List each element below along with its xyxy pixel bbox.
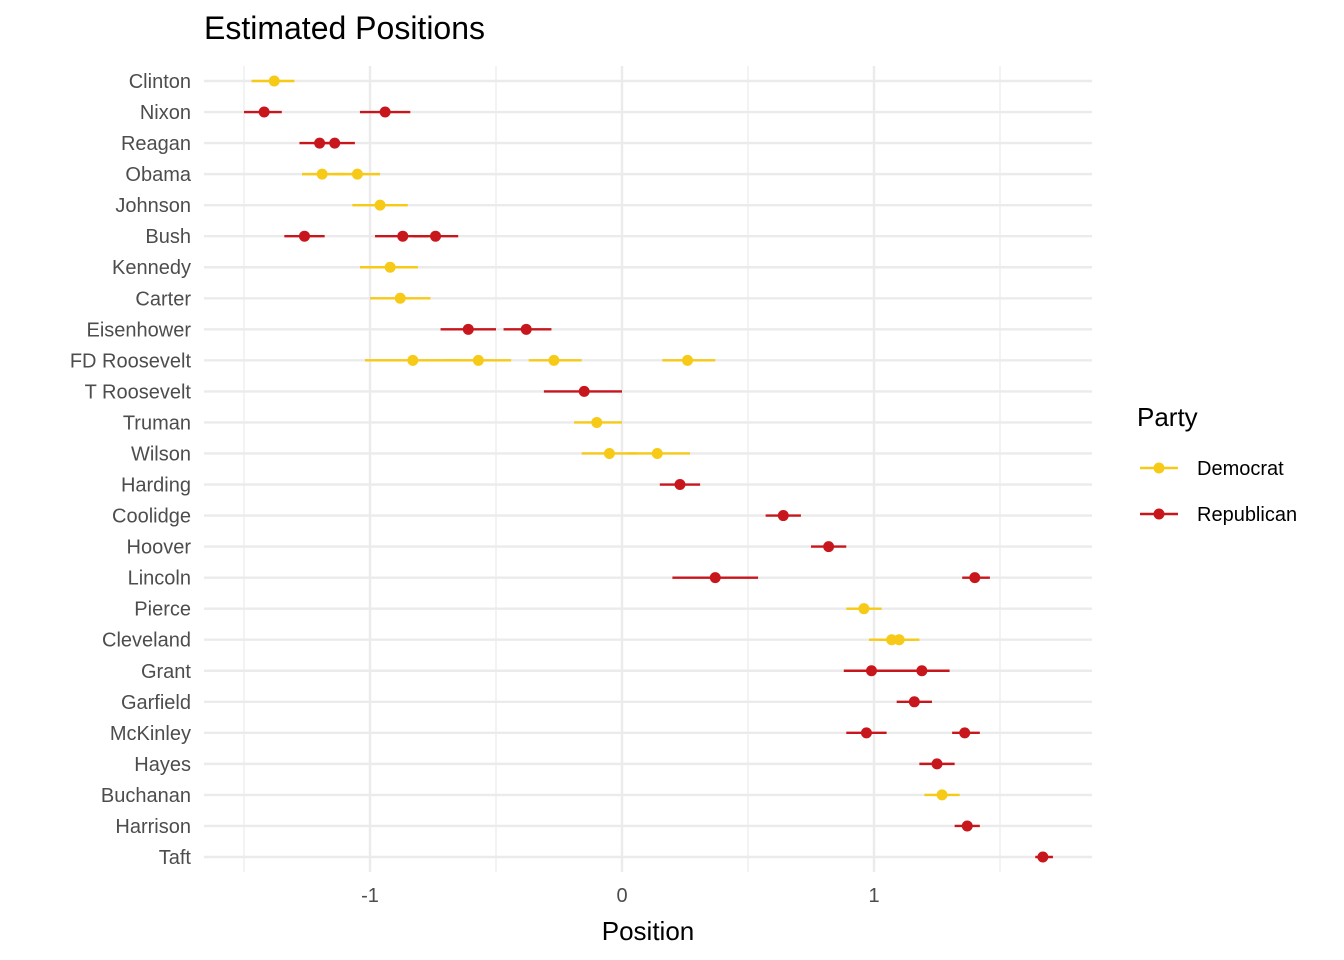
x-tick-label: 0 — [616, 885, 627, 907]
data-point — [329, 137, 341, 149]
category-label: Johnson — [115, 195, 191, 217]
category-labels: Clinton Nixon Reagan Obama Johnson Bush Kenned… — [70, 71, 192, 869]
category-label: Taft — [159, 847, 192, 869]
category-label: Harding — [121, 475, 191, 497]
data-point — [384, 261, 396, 273]
data-point — [462, 323, 474, 335]
data-point — [472, 354, 484, 366]
x-tick-label: 1 — [868, 885, 879, 907]
data-point — [651, 447, 663, 459]
category-label: Reagan — [121, 133, 191, 155]
category-label: Pierce — [134, 599, 191, 621]
category-label: Nixon — [140, 102, 191, 124]
x-axis-title: Position — [602, 916, 695, 946]
data-point — [858, 603, 870, 615]
data-point — [682, 354, 694, 366]
data-point — [916, 665, 928, 677]
data-point — [823, 541, 835, 553]
data-point — [258, 106, 270, 118]
data-point — [969, 572, 981, 584]
data-point — [865, 665, 877, 677]
category-label: Hayes — [134, 754, 191, 776]
data-point — [936, 789, 948, 801]
legend-key-point — [1153, 462, 1165, 474]
data-point — [268, 75, 280, 87]
major-gridlines — [204, 66, 1092, 872]
category-label: Hoover — [127, 537, 192, 559]
minor-gridlines — [243, 66, 1001, 872]
category-label: Eisenhower — [86, 319, 191, 341]
category-label: Carter — [135, 288, 191, 310]
category-label: Buchanan — [101, 785, 191, 807]
x-tick-label: -1 — [361, 885, 379, 907]
category-label: Harrison — [115, 816, 191, 838]
data-point — [959, 727, 971, 739]
category-label: Truman — [123, 412, 191, 434]
data-point — [298, 230, 310, 242]
category-label: Clinton — [129, 71, 191, 93]
data-point — [591, 416, 603, 428]
legend-items: Democrat Republican — [1140, 458, 1297, 526]
data-point — [961, 820, 973, 832]
category-label: FD Roosevelt — [70, 350, 192, 372]
legend-title: Party — [1137, 402, 1198, 432]
category-label: Cleveland — [102, 630, 191, 652]
data-point — [379, 106, 391, 118]
category-label: Lincoln — [128, 568, 191, 590]
data-point — [603, 447, 615, 459]
data-point — [374, 199, 386, 211]
data-point — [316, 168, 328, 180]
data-marks — [244, 75, 1053, 863]
data-point — [397, 230, 409, 242]
data-point — [430, 230, 442, 242]
category-label: T Roosevelt — [85, 381, 192, 403]
legend-label: Democrat — [1197, 458, 1284, 480]
chart-title: Estimated Positions — [204, 10, 485, 46]
data-point — [777, 510, 789, 522]
x-tick-labels: -1 0 1 — [361, 885, 879, 907]
category-label: Grant — [141, 661, 191, 683]
data-point — [407, 354, 419, 366]
category-label: McKinley — [110, 723, 191, 745]
legend: Party Democrat Republican — [1137, 402, 1297, 526]
category-label: Garfield — [121, 692, 191, 714]
category-label: Wilson — [131, 443, 191, 465]
data-point — [860, 727, 872, 739]
category-label: Coolidge — [112, 506, 191, 528]
data-point — [709, 572, 721, 584]
category-label: Obama — [125, 164, 191, 186]
data-point — [931, 758, 943, 770]
category-label: Kennedy — [112, 257, 191, 279]
data-point — [394, 292, 406, 304]
data-point — [351, 168, 363, 180]
data-point — [578, 385, 590, 397]
data-point — [548, 354, 560, 366]
data-point — [893, 634, 905, 646]
legend-key-point — [1153, 508, 1165, 520]
data-point — [520, 323, 532, 335]
category-label: Bush — [145, 226, 191, 248]
data-point — [674, 479, 686, 491]
legend-label: Republican — [1197, 504, 1297, 526]
data-point — [1037, 851, 1049, 863]
data-point — [908, 696, 920, 708]
